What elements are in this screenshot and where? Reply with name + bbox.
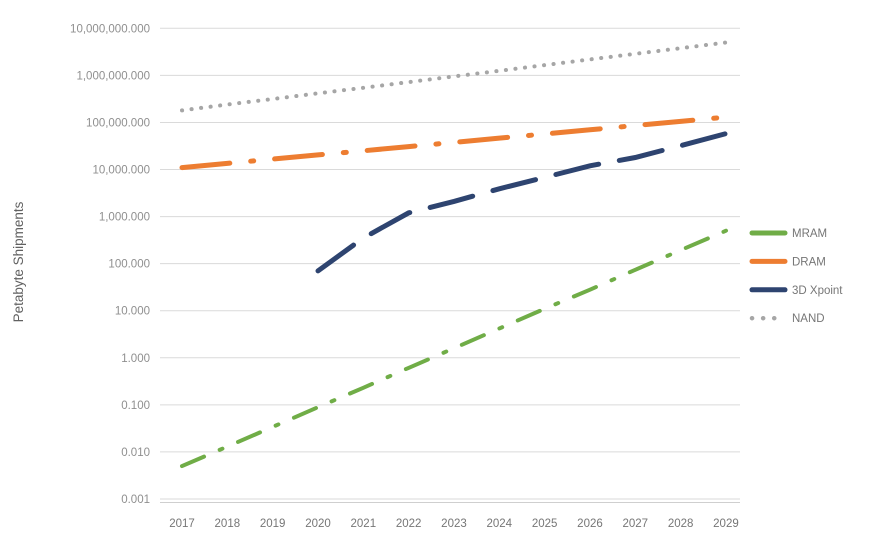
y-tick-label: 100,000.000: [86, 117, 150, 129]
y-tick-label: 1.000: [121, 353, 150, 365]
y-tick-label: 10,000.000: [92, 165, 150, 177]
x-tick-label: 2019: [260, 518, 286, 530]
y-tick-label: 0.010: [121, 447, 150, 459]
y-tick-label: 1,000.000: [99, 212, 150, 224]
legend-label-3d-xpoint: 3D Xpoint: [792, 285, 843, 297]
x-tick-label: 2024: [487, 518, 513, 530]
y-tick-label: 0.001: [121, 494, 150, 506]
x-tick-label: 2021: [351, 518, 377, 530]
x-tick-label: 2026: [577, 518, 603, 530]
series-line-nand: [180, 40, 728, 113]
legend-label-dram: DRAM: [792, 256, 826, 268]
series-line-3d-xpoint: [315, 131, 729, 274]
legend-label-mram: MRAM: [792, 228, 827, 240]
y-tick-label: 100.000: [108, 259, 150, 271]
x-tick-label: 2023: [441, 518, 467, 530]
y-tick-label: 0.100: [121, 400, 150, 412]
y-tick-label: 10.000: [115, 306, 150, 318]
y-tick-label: 1,000,000.000: [76, 70, 150, 82]
x-tick-label: 2029: [713, 518, 739, 530]
x-tick-label: 2027: [623, 518, 649, 530]
series-line-mram: [180, 228, 728, 469]
series-line-dram: [179, 114, 729, 171]
x-tick-label: 2020: [305, 518, 331, 530]
x-tick-label: 2022: [396, 518, 422, 530]
legend-label-nand: NAND: [792, 313, 825, 325]
y-axis-title: Petabyte Shipments: [11, 201, 26, 323]
x-tick-label: 2025: [532, 518, 558, 530]
x-tick-label: 2018: [215, 518, 241, 530]
x-tick-label: 2028: [668, 518, 694, 530]
x-tick-label: 2017: [169, 518, 195, 530]
y-tick-label: 10,000,000.000: [70, 23, 150, 35]
